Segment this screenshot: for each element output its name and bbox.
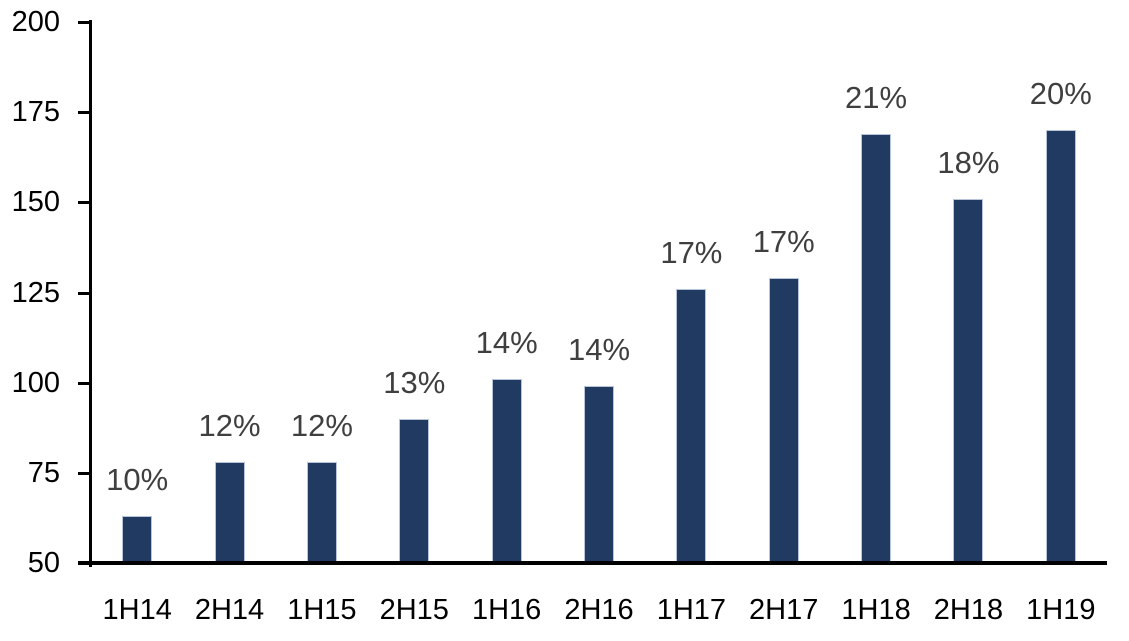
bar-value-label: 20% bbox=[1029, 76, 1092, 112]
y-axis-tick-mark bbox=[78, 381, 91, 385]
y-axis-tick-mark bbox=[78, 201, 91, 205]
y-axis-tick-mark bbox=[78, 291, 91, 295]
bar-value-label: 21% bbox=[845, 79, 908, 115]
bar bbox=[861, 133, 892, 563]
x-axis-tick-label: 1H15 bbox=[287, 594, 357, 626]
bar-value-label: 12% bbox=[198, 408, 261, 443]
bar bbox=[1045, 130, 1076, 563]
bar-value-label: 17% bbox=[752, 224, 815, 260]
bar-value-label: 17% bbox=[660, 234, 723, 270]
bar-value-label: 14% bbox=[475, 325, 538, 361]
x-axis-tick-label: 2H17 bbox=[749, 594, 819, 626]
bar bbox=[676, 288, 707, 563]
bar bbox=[306, 462, 337, 563]
y-axis-tick-label: 150 bbox=[11, 186, 60, 219]
x-axis-tick-label: 2H15 bbox=[379, 594, 449, 626]
bar bbox=[399, 418, 430, 563]
x-axis-line bbox=[78, 561, 1107, 565]
x-axis-tick-label: 2H16 bbox=[564, 594, 634, 626]
y-axis-tick-label: 175 bbox=[11, 96, 60, 129]
x-axis-tick-label: 1H18 bbox=[841, 594, 911, 626]
y-axis-tick-label: 200 bbox=[11, 6, 60, 38]
y-axis-line bbox=[89, 20, 92, 567]
bar bbox=[122, 516, 153, 563]
bar bbox=[491, 379, 522, 563]
bar bbox=[953, 198, 984, 563]
x-axis-tick-label: 1H14 bbox=[102, 594, 172, 626]
bar bbox=[584, 386, 614, 563]
x-axis-tick-label: 2H18 bbox=[933, 594, 1004, 626]
y-axis-tick-mark bbox=[78, 111, 91, 115]
bar bbox=[768, 278, 799, 563]
y-axis-tick-mark bbox=[78, 21, 91, 24]
y-axis-tick-label: 75 bbox=[27, 456, 60, 489]
bar-value-label: 10% bbox=[106, 462, 169, 498]
x-axis-tick-label: 1H19 bbox=[1026, 594, 1096, 626]
bar-value-label: 12% bbox=[290, 408, 353, 443]
y-axis-tick-label: 50 bbox=[27, 547, 60, 579]
x-axis-tick-label: 2H14 bbox=[194, 594, 265, 626]
bar-value-label: 18% bbox=[937, 144, 1000, 180]
y-axis-tick-label: 100 bbox=[11, 366, 60, 399]
y-axis-tick-mark bbox=[78, 471, 91, 475]
bar bbox=[214, 462, 245, 563]
x-axis-tick-label: 1H17 bbox=[656, 594, 727, 626]
bar-value-label: 13% bbox=[383, 364, 446, 400]
y-axis-tick-label: 125 bbox=[11, 276, 60, 309]
bar-value-label: 14% bbox=[567, 332, 631, 368]
x-axis-tick-label: 1H16 bbox=[471, 594, 542, 626]
